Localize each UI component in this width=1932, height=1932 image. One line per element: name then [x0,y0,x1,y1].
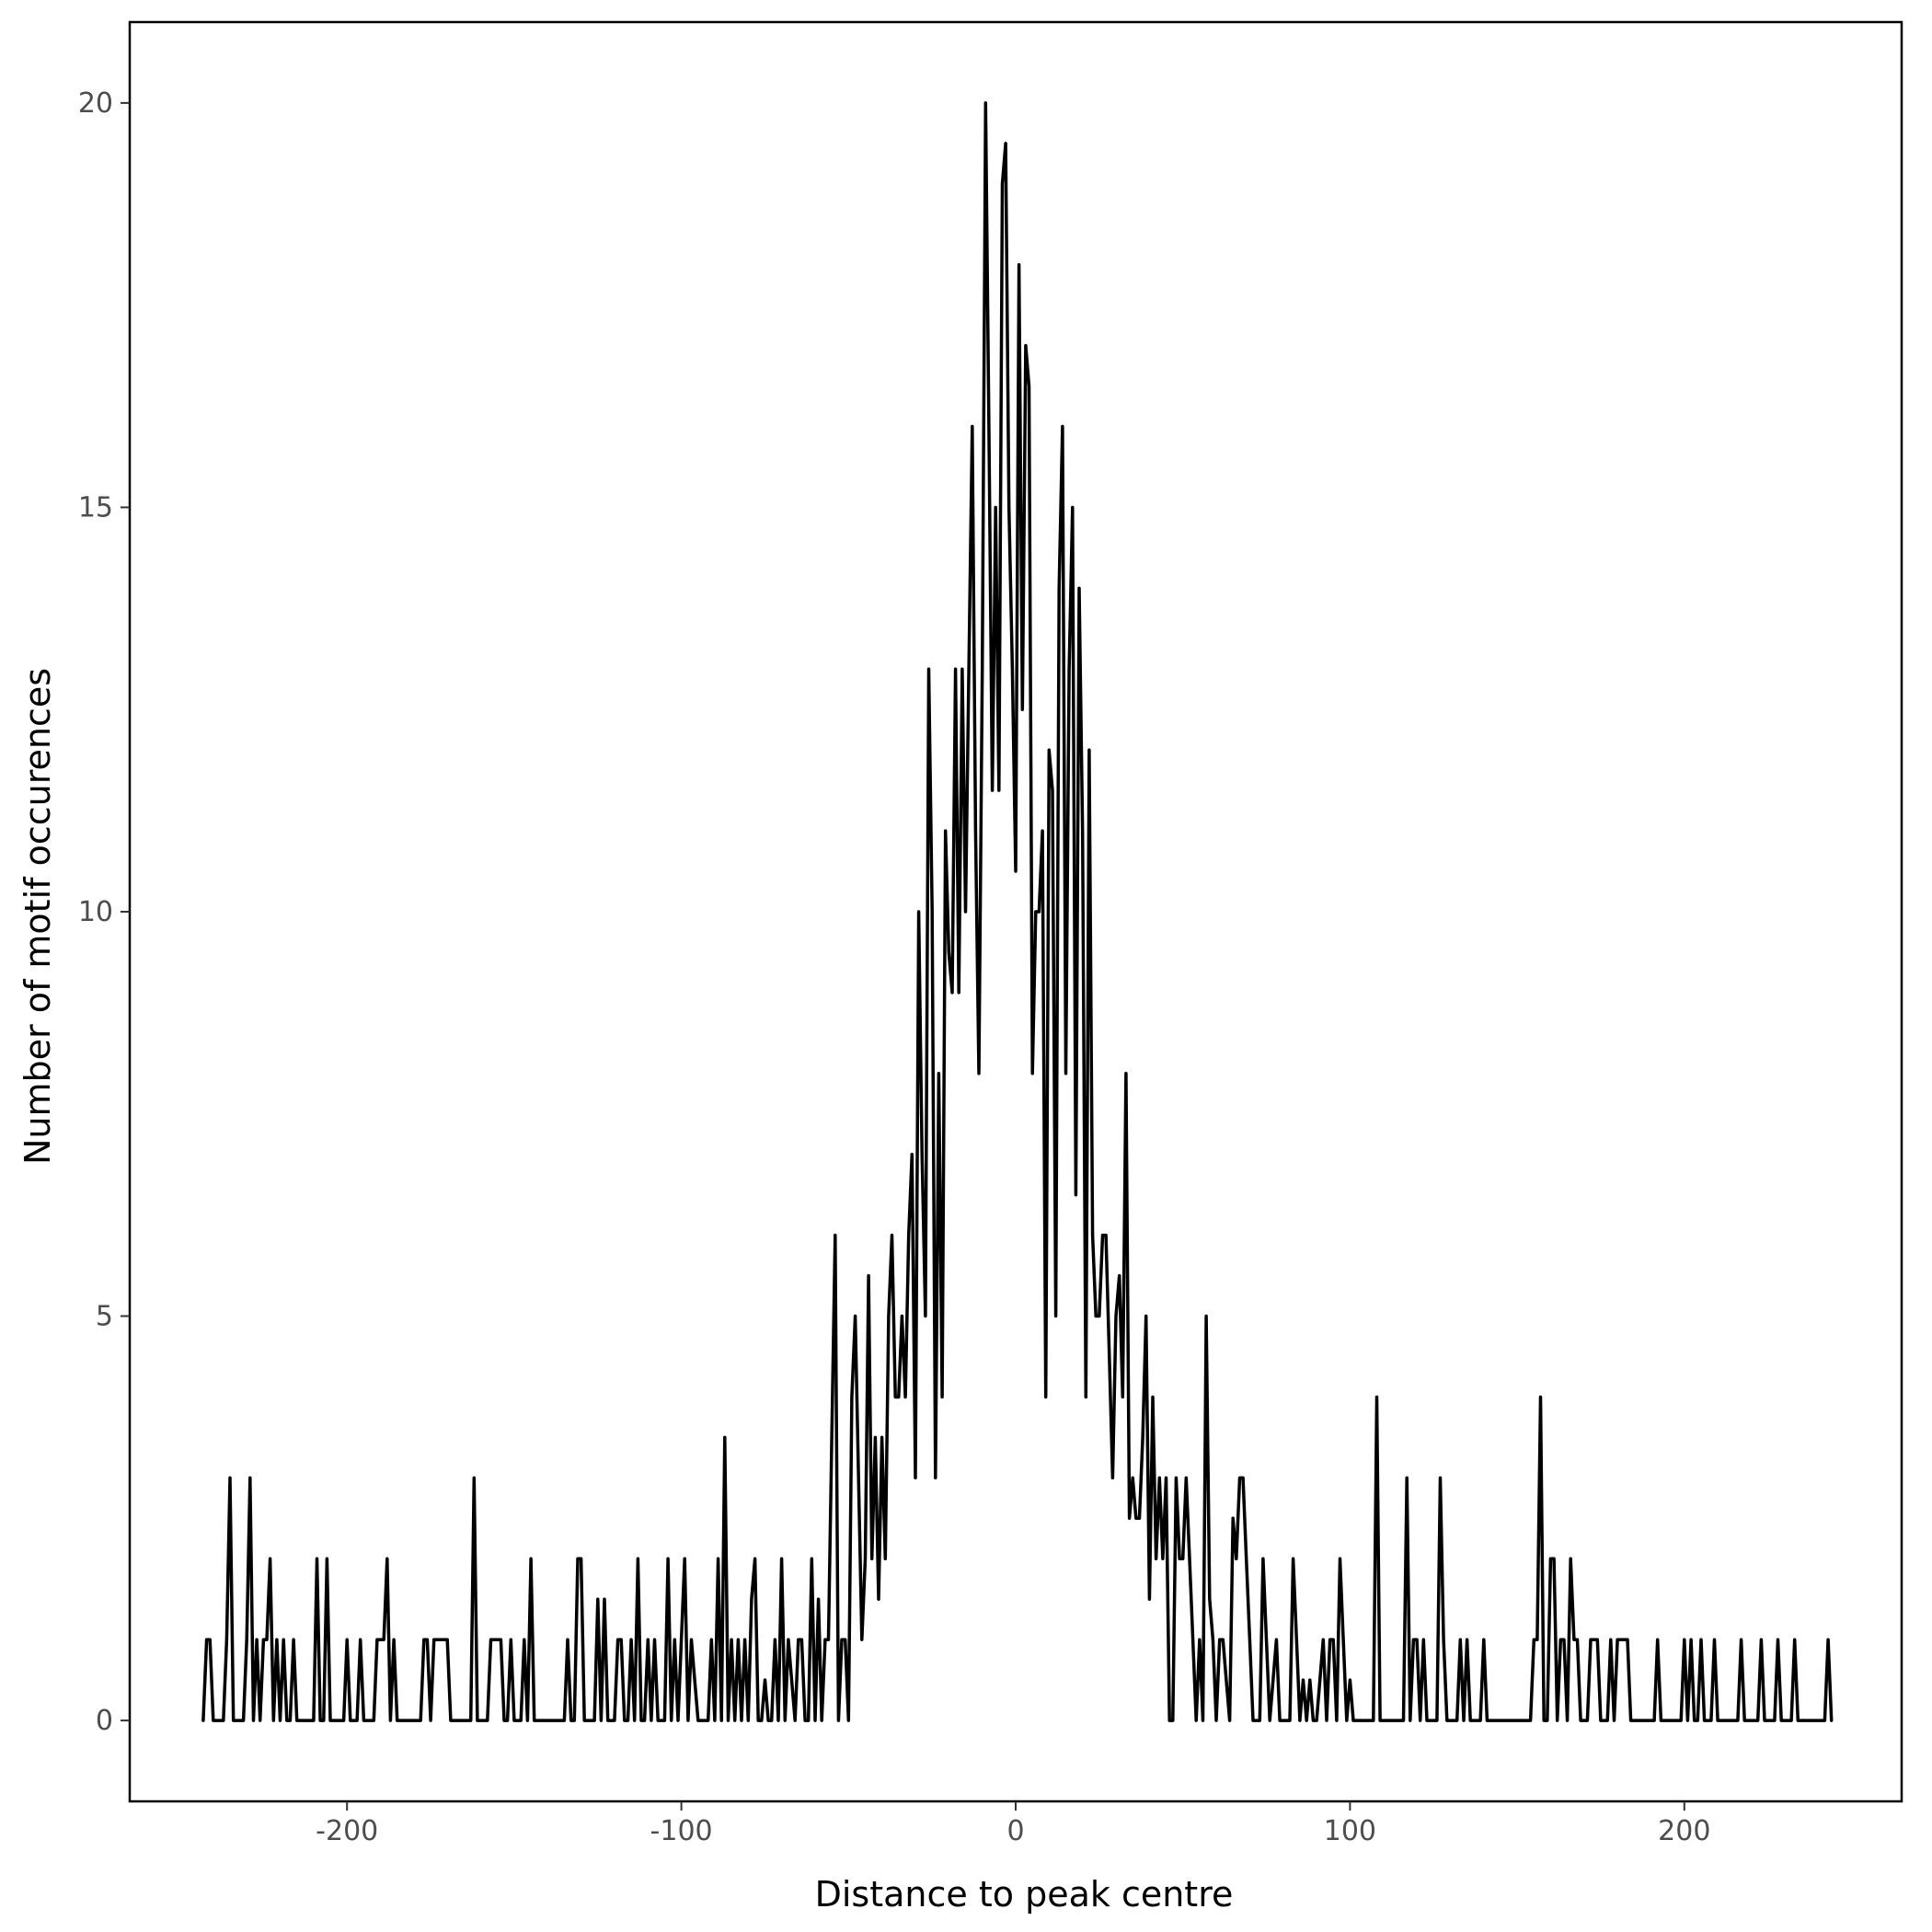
y-tick-label: 20 [78,87,113,120]
y-tick-label: 0 [96,1705,113,1737]
y-tick-label: 10 [78,896,113,928]
x-axis-ticks: -200 -100 0 100 200 [316,1801,1710,1847]
y-axis-ticks: 0 5 10 15 20 [78,87,130,1737]
x-tick-label: -100 [650,1815,713,1847]
x-axis-title: Distance to peak centre [815,1874,1234,1915]
y-axis-title: Number of motif occurences [17,668,58,1165]
x-tick-label: 200 [1658,1815,1710,1847]
x-tick-label: 0 [1006,1815,1024,1847]
x-tick-label: -200 [316,1815,378,1847]
y-tick-label: 5 [96,1301,113,1333]
x-tick-label: 100 [1324,1815,1376,1847]
y-tick-label: 15 [78,491,113,523]
series-line [201,101,1834,1722]
